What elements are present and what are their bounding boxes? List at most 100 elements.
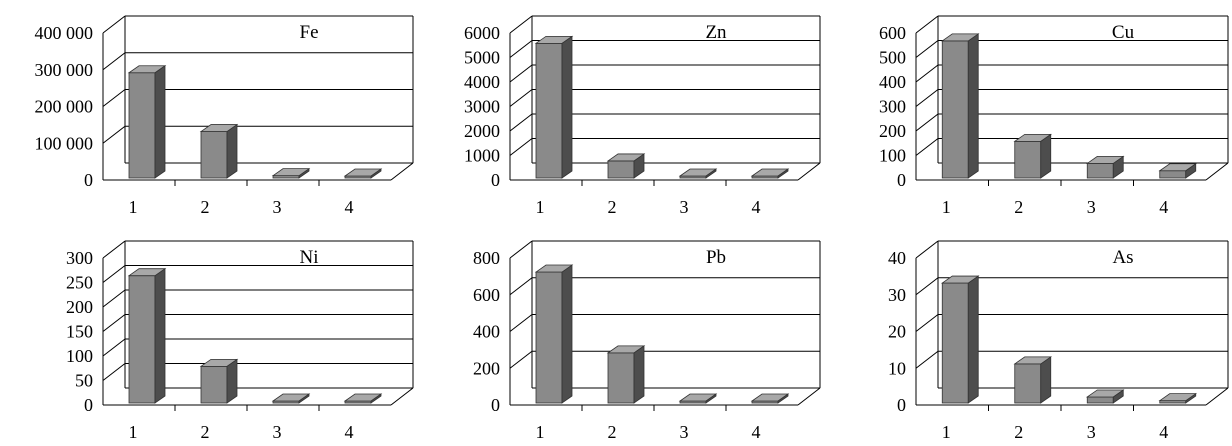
side-wall-gridline bbox=[915, 350, 939, 369]
bar bbox=[940, 275, 980, 404]
y-tick-label: 100 bbox=[879, 146, 906, 166]
y-tick-label: 200 bbox=[473, 358, 500, 378]
side-wall-gridline bbox=[509, 15, 533, 34]
x-tick-label: 4 bbox=[1159, 197, 1168, 217]
bar-top-face bbox=[199, 358, 239, 367]
x-tick-label: 1 bbox=[129, 422, 138, 442]
bar bbox=[127, 64, 167, 179]
bar bbox=[750, 393, 790, 404]
x-tick-label: 1 bbox=[536, 422, 545, 442]
side-wall-gridline bbox=[915, 240, 939, 259]
x-tick-label: 1 bbox=[942, 422, 951, 442]
y-tick-label: 0 bbox=[491, 170, 500, 190]
y-tick-label: 300 000 bbox=[35, 60, 94, 80]
bar bbox=[1085, 155, 1125, 179]
bar-front-face bbox=[1086, 396, 1114, 404]
bar-side-face bbox=[561, 264, 573, 404]
bar bbox=[271, 167, 311, 179]
chart-title: Cu bbox=[1112, 22, 1135, 43]
y-tick-label: 30 bbox=[888, 285, 906, 305]
bar-front-face bbox=[1086, 162, 1114, 179]
y-tick-label: 20 bbox=[888, 322, 906, 342]
y-tick-label: 400 000 bbox=[35, 23, 94, 43]
bar bbox=[606, 153, 646, 179]
y-tick-label: 5000 bbox=[464, 48, 500, 68]
bar-front-face bbox=[128, 72, 156, 179]
x-tick-label: 3 bbox=[1087, 422, 1096, 442]
chart-title: Fe bbox=[300, 22, 319, 43]
side-wall-gridline bbox=[915, 89, 939, 107]
side-wall-gridline bbox=[915, 314, 939, 332]
bar-top-face bbox=[343, 168, 383, 177]
x-tick-label: 4 bbox=[345, 197, 354, 217]
bar-front-face bbox=[941, 282, 969, 404]
bar-top-face bbox=[127, 268, 167, 277]
y-tick-label: 300 bbox=[879, 97, 906, 117]
bar-top-face bbox=[1158, 393, 1198, 402]
x-tick-label: 3 bbox=[680, 422, 689, 442]
bar-front-face bbox=[1014, 140, 1042, 179]
bar-top-face bbox=[678, 168, 718, 177]
bar-front-face bbox=[1014, 363, 1042, 404]
bar-front-face bbox=[200, 365, 228, 404]
side-wall-gridline bbox=[509, 240, 533, 259]
side-wall-gridline bbox=[509, 277, 533, 296]
y-tick-label: 100 bbox=[66, 346, 93, 366]
chart-title: As bbox=[1112, 247, 1133, 268]
bar bbox=[678, 168, 718, 179]
bar bbox=[343, 168, 383, 179]
chart-title: Pb bbox=[706, 247, 726, 268]
side-wall-gridline bbox=[915, 40, 939, 58]
bar bbox=[127, 267, 167, 404]
floor-right-edge bbox=[797, 162, 821, 181]
bar-top-face bbox=[678, 393, 718, 402]
side-wall-gridline bbox=[915, 277, 939, 296]
bar bbox=[606, 345, 646, 404]
floor-right-edge bbox=[1205, 162, 1229, 181]
x-tick-label: 2 bbox=[608, 197, 617, 217]
y-tick-label: 200 000 bbox=[35, 97, 94, 117]
bar bbox=[534, 35, 574, 179]
x-tick-label: 2 bbox=[201, 197, 210, 217]
bar-top-face bbox=[534, 35, 574, 44]
bar-side-face bbox=[1040, 356, 1052, 404]
chart-panel-pb: 0 200 400 600 800 1 2 3 4 Pb bbox=[473, 240, 821, 442]
x-tick-label: 4 bbox=[752, 422, 761, 442]
side-wall-gridline bbox=[102, 338, 126, 357]
y-tick-label: 0 bbox=[897, 170, 906, 190]
y-tick-label: 1000 bbox=[464, 146, 500, 166]
chart-title: Ni bbox=[300, 247, 319, 268]
x-tick-label: 4 bbox=[1159, 422, 1168, 442]
bar-top-face bbox=[750, 168, 790, 177]
bar-top-face bbox=[1013, 356, 1053, 365]
bar-top-face bbox=[343, 393, 383, 402]
floor-right-edge bbox=[390, 387, 414, 406]
bar bbox=[750, 168, 790, 179]
x-tick-label: 1 bbox=[942, 197, 951, 217]
side-wall-gridline bbox=[102, 363, 126, 381]
bar-side-face bbox=[561, 35, 573, 179]
bar bbox=[199, 358, 239, 404]
side-wall-gridline bbox=[509, 314, 533, 332]
floor-right-edge bbox=[1205, 387, 1229, 406]
bar-front-face bbox=[200, 131, 228, 179]
bar-top-face bbox=[606, 345, 646, 354]
bar-front-face bbox=[607, 352, 635, 404]
y-tick-label: 3000 bbox=[464, 97, 500, 117]
bar bbox=[1158, 392, 1198, 404]
y-tick-label: 6000 bbox=[464, 23, 500, 43]
bar-side-face bbox=[1040, 133, 1052, 179]
y-tick-label: 50 bbox=[75, 371, 93, 391]
bar bbox=[534, 264, 574, 404]
chart-panel-cu: 0 100 200 300 400 500 600 1 2 3 4 Cu bbox=[879, 15, 1229, 217]
bar-side-face bbox=[226, 358, 238, 404]
chart-panel-fe: 0 100 000 200 000 300 000 400 000 1 2 3 4 Fe bbox=[35, 15, 414, 217]
side-wall-gridline bbox=[102, 265, 126, 283]
bar-front-face bbox=[941, 40, 969, 179]
x-tick-label: 2 bbox=[608, 422, 617, 442]
x-tick-label: 3 bbox=[273, 197, 282, 217]
side-wall-gridline bbox=[509, 40, 533, 58]
side-wall-gridline bbox=[509, 113, 533, 132]
y-tick-label: 400 bbox=[879, 72, 906, 92]
